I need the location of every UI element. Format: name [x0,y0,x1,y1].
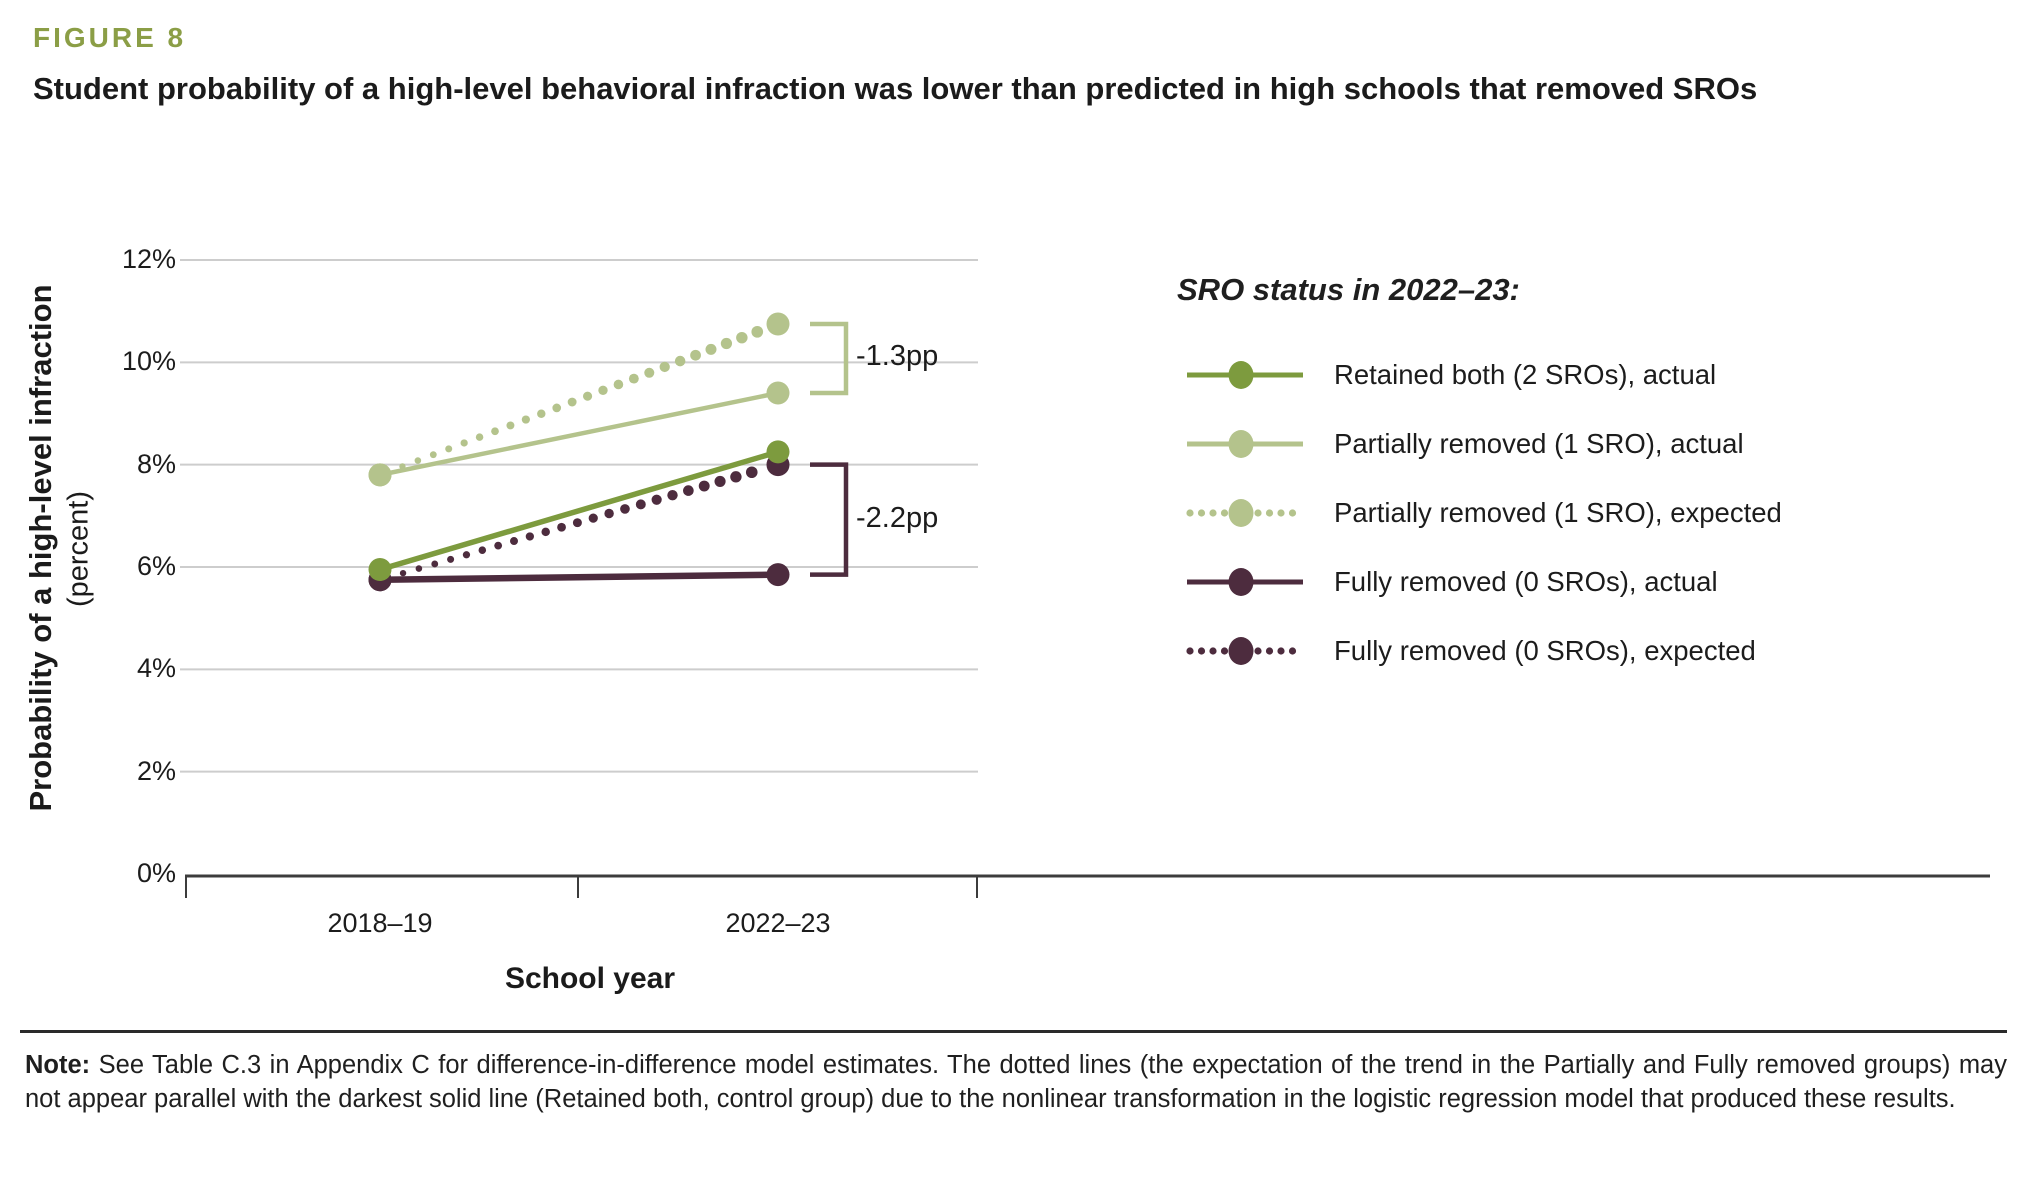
legend-item-label: Fully removed (0 SROs), actual [1334,566,1718,597]
series-dot [604,508,614,519]
legend-dotted-line-marker [1186,499,1297,527]
legend-item-label: Retained both (2 SROs), actual [1334,359,1717,390]
series-dot [683,485,694,496]
series-dot [598,385,608,396]
series-dot [628,373,639,384]
series-dot [537,409,546,418]
series-dot [494,541,503,550]
series-dot [745,466,758,479]
series-dot [583,391,593,401]
series-dot [429,451,437,459]
series-dot [690,349,701,361]
series-dot [751,325,764,338]
note: Note: See Table C.3 in Appendix C for di… [25,1048,2007,1116]
series-dot [445,445,453,453]
series-dot [613,379,624,390]
y-tick-label: 12% [121,243,176,274]
series-dot [399,569,407,577]
data-point [766,440,790,464]
y-tick-label: 4% [136,653,176,684]
series-dot [521,415,530,424]
data-point [368,558,392,582]
annotation-label: -1.3pp [856,340,939,373]
series-dot [478,546,487,554]
series-dot [667,489,678,501]
data-point [368,463,392,487]
series-dot [644,367,655,378]
series-dot [730,471,742,483]
series-dot [414,457,422,464]
series-dot [674,355,686,367]
legend-item-label: Fully removed (0 SROs), expected [1334,635,1756,666]
series-dot [736,331,748,344]
series-dot [659,361,670,373]
figure-label: FIGURE 8 [33,22,187,53]
y-tick-label: 10% [121,346,176,377]
note-text: See Table C.3 in Appendix C for differen… [25,1051,2007,1113]
series-line [377,390,781,478]
x-axis-title: School year [504,962,676,995]
series-dot [698,480,710,492]
y-axis-subtitle: (percent) [62,490,95,608]
annotation-bracket [810,462,849,577]
series-dot [431,560,439,568]
note-divider [20,1030,2007,1033]
series-dot [447,555,455,563]
series-dot [588,513,598,523]
data-point [766,381,790,405]
series-dot [460,439,468,447]
legend-dotted-line-marker [1186,637,1297,665]
x-tick-label: 2018–19 [327,908,433,938]
series-line [376,571,782,584]
series-dot [720,337,733,350]
series-dot [475,433,484,441]
series-dot [651,494,662,505]
legend-item-label: Partially removed (1 SRO), expected [1334,497,1782,528]
series-dot [567,397,577,407]
series-dot [572,518,582,528]
data-point [766,312,790,336]
series-dot [552,403,562,413]
series-dot [541,527,550,537]
series-line [377,449,781,573]
series-dot [525,532,534,541]
y-axis-title: Probability of a high-level infraction [23,284,58,812]
legend-title: SRO status in 2022–23: [1177,272,1520,307]
series-dot [557,522,566,532]
y-tick-label: 2% [136,755,176,786]
legend-solid-line-marker [1187,568,1303,596]
series-dot [635,499,646,510]
note-label: Note: [25,1051,91,1079]
series-dot [705,343,717,355]
series-dot [462,551,471,559]
annotation-label: -2.2pp [856,501,939,534]
series-dot [714,475,726,487]
series-dot [415,565,423,572]
legend-solid-line-marker [1187,430,1303,458]
x-tick-label: 2022–23 [725,908,831,938]
figure-title: Student probability of a high-level beha… [33,71,1758,106]
series-dot [509,537,519,546]
y-tick-label: 0% [136,858,176,888]
legend-solid-line-marker [1187,361,1303,389]
series-dot [491,427,499,436]
data-point [766,563,790,587]
y-tick-label: 8% [136,448,176,479]
legend-item-label: Partially removed (1 SRO), actual [1334,428,1744,459]
annotation-bracket [810,321,849,396]
series-dot [506,421,515,430]
series-dot [620,504,630,514]
y-tick-label: 6% [136,550,176,581]
